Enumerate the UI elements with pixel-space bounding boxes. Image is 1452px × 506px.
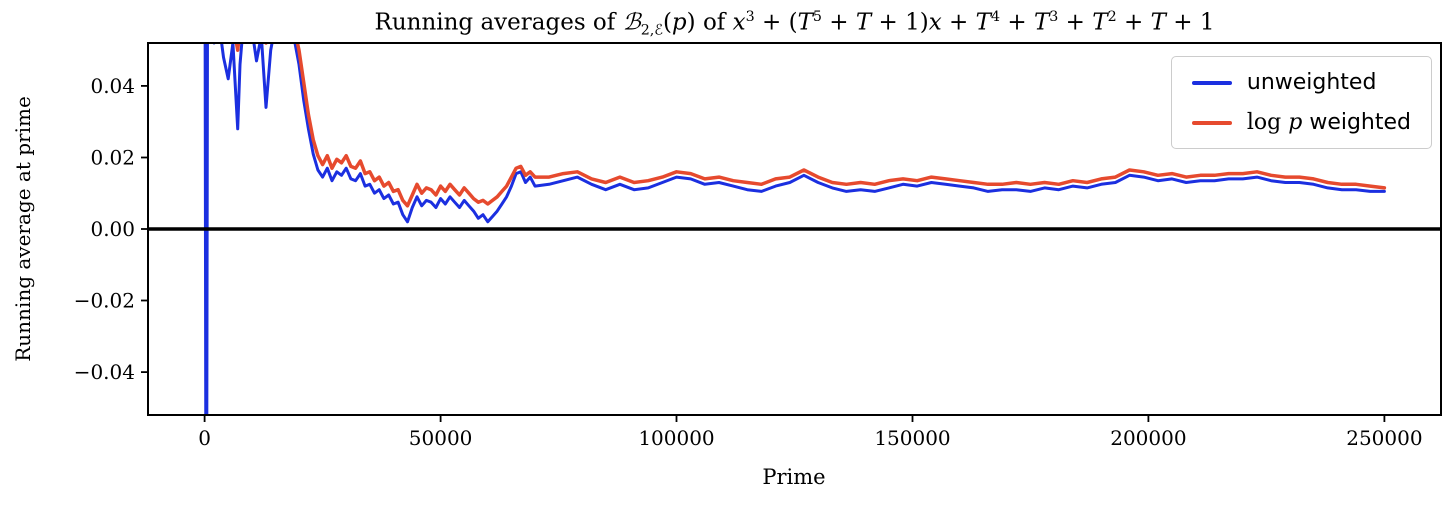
x-tick-label: 200000 [1110,426,1186,450]
series-line-log-p-weighted [234,43,1387,208]
chart-title: Running averages of ℬ2,ℰ(p) of x3 + (T5 … [374,9,1215,39]
y-tick-label: 0.04 [90,74,135,98]
y-tick-label: 0.00 [90,217,135,241]
legend-item: unweighted [1191,70,1411,95]
legend-item-label: unweighted [1246,70,1377,95]
legend-line-swatch [1191,120,1232,125]
x-tick-label: 250000 [1346,426,1422,450]
legend: unweighted log p weighted [1170,56,1432,149]
legend-item: log p weighted [1191,110,1411,135]
y-tick-label: 0.02 [90,146,135,170]
series-line-unweighted [203,43,1386,415]
x-tick-label: 50000 [409,426,473,450]
y-tick-label: −0.04 [74,360,135,384]
x-tick-label: 0 [198,426,211,450]
y-tick-label: −0.02 [74,289,135,313]
x-axis-label: Prime [762,465,826,489]
x-tick-label: 150000 [874,426,950,450]
legend-item-label: log p weighted [1246,110,1411,135]
x-tick-label: 100000 [638,426,714,450]
legend-line-swatch [1191,80,1232,85]
